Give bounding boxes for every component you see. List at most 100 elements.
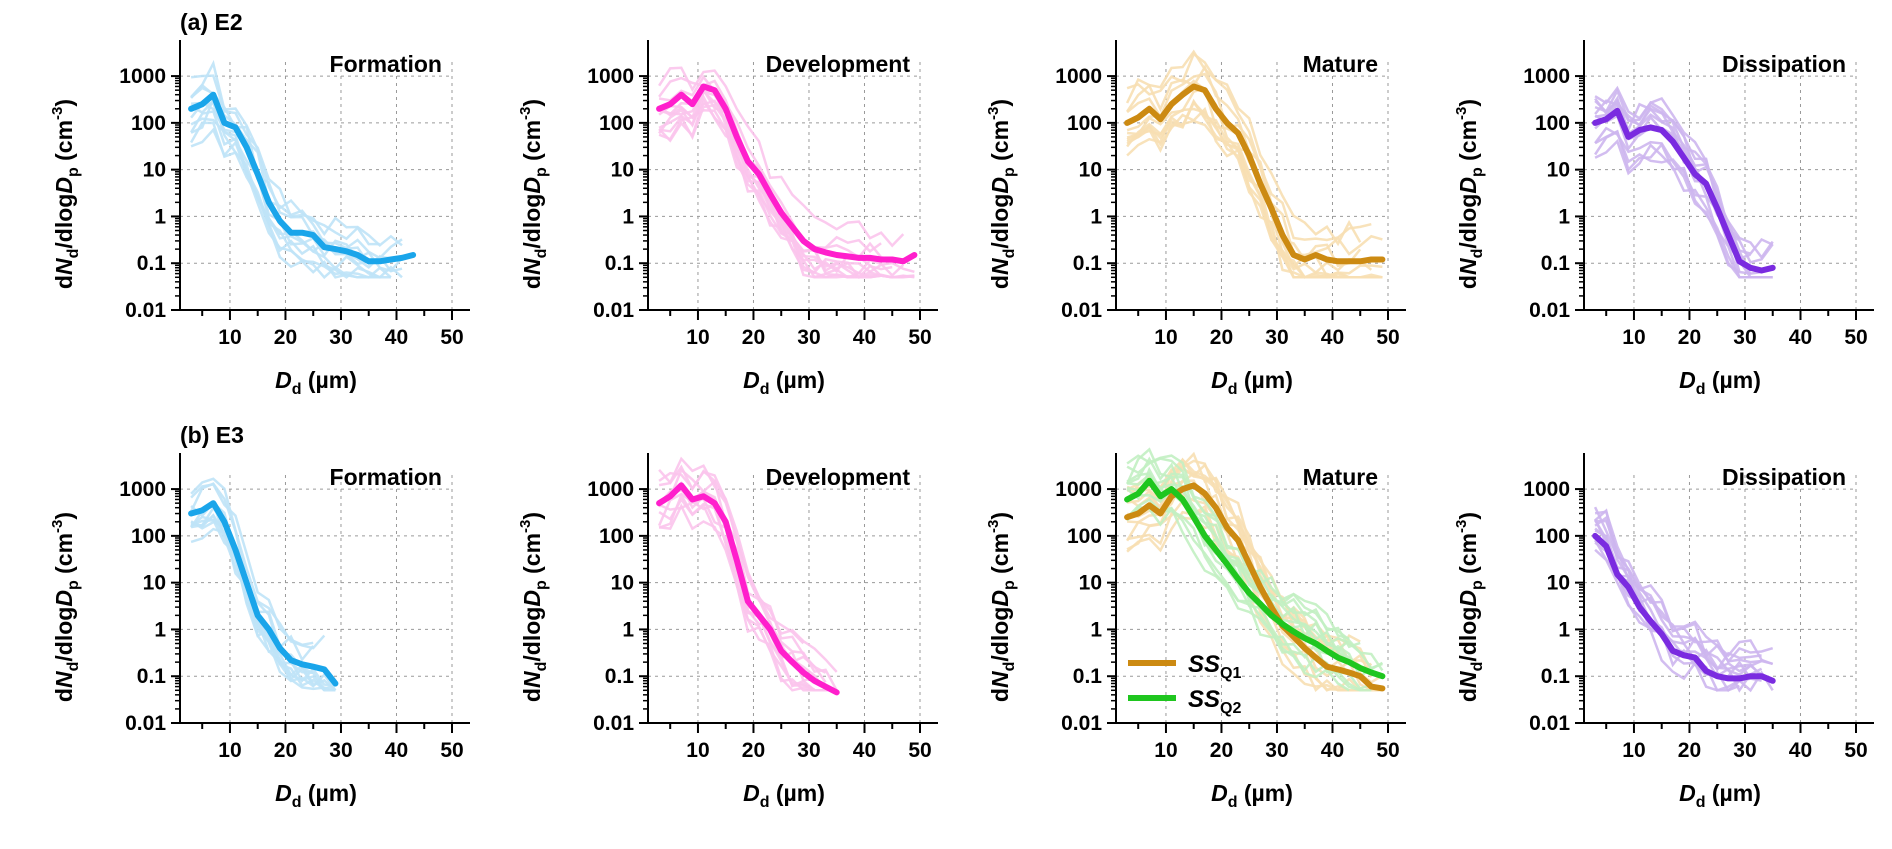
sample-curve [1595,519,1763,677]
y-tick-label: 1000 [1055,65,1102,88]
x-tick-label: 40 [385,739,408,762]
y-axis-label: dNd/dlogDp (cm-3) [985,99,1018,289]
sample-curve [1126,498,1361,692]
sample-curve [658,503,837,692]
sample-curve [658,87,882,277]
x-axis-label: Dd (µm) [275,780,357,811]
x-tick-label: 10 [218,739,241,762]
y-tick-label: 1000 [587,478,634,501]
x-tick-label: 30 [1265,326,1288,349]
y-tick-label: 1 [1090,205,1102,228]
plot-area [1592,85,1776,279]
y-tick-label: 10 [143,572,166,595]
x-tick-label: 50 [908,739,931,762]
x-tick-label: 50 [1376,739,1399,762]
sample-curve [1594,548,1740,692]
y-tick-label: 1000 [1523,65,1570,88]
x-tick-label: 50 [440,739,463,762]
y-tick-label: 10 [1547,159,1570,182]
y-axis-label: dNd/dlogDp (cm-3) [517,512,550,702]
sample-curve [658,464,805,645]
x-axis-label: Dd (µm) [743,367,825,398]
y-tick-label: 10 [611,572,634,595]
sample-curve [658,492,826,692]
x-tick-label: 20 [742,739,765,762]
x-tick-label: 40 [1789,739,1812,762]
sample-curve [658,74,882,253]
y-axis-label: dNd/dlogDp (cm-3) [49,99,82,289]
panel-title: Dissipation [1722,464,1846,490]
y-tick-label: 10 [143,159,166,182]
x-axis-label: Dd (µm) [1679,367,1761,398]
y-tick-label: 0.1 [137,665,167,688]
x-tick-label: 50 [1844,739,1867,762]
plot-area [188,59,417,280]
y-tick-label: 0.1 [605,665,635,688]
x-tick-label: 30 [329,739,352,762]
y-axis-label: dNd/dlogDp (cm-3) [985,512,1018,702]
x-axis-label: Dd (µm) [275,367,357,398]
x-tick-label: 30 [329,326,352,349]
x-tick-label: 20 [1678,739,1701,762]
y-tick-label: 0.01 [593,299,634,322]
panel-title: Formation [330,51,442,77]
y-tick-label: 1 [154,618,166,641]
x-tick-label: 40 [1321,739,1344,762]
sample-curve [1126,64,1383,257]
sample-curve [1594,510,1774,664]
x-tick-label: 40 [853,739,876,762]
panel-formation-2: 10 20 30 40 50 1000 100 10 1 0.1 0.01 dNd/dlogDp (c… [49,453,470,811]
x-tick-label: 30 [1733,326,1756,349]
y-tick-label: 1 [1090,618,1102,641]
x-tick-label: 30 [797,326,820,349]
y-tick-label: 0.1 [1073,665,1103,688]
x-tick-label: 40 [1321,326,1344,349]
sample-curve [190,74,403,247]
sample-curve [1594,515,1762,672]
mean-curve-mean [1592,532,1776,684]
y-tick-label: 0.01 [1529,712,1570,735]
x-tick-label: 50 [1376,326,1399,349]
sample-curve [658,103,915,279]
mean-curve-ss-q1 [1124,482,1386,692]
mean-curve-ss-q2 [1124,477,1386,680]
y-tick-label: 100 [1067,525,1102,548]
x-tick-label: 10 [218,326,241,349]
mean-curve-mean [1592,107,1776,274]
sample-curve [1594,85,1774,256]
y-tick-label: 0.01 [1061,712,1102,735]
y-tick-label: 1 [622,618,634,641]
y-tick-label: 100 [131,112,166,135]
y-tick-label: 100 [599,525,634,548]
panel-title: Mature [1303,51,1378,77]
x-tick-label: 20 [274,326,297,349]
sample-curve [190,109,392,279]
mean-curve-mean [188,500,339,687]
plot-area [1124,49,1386,279]
y-tick-label: 0.1 [1073,252,1103,275]
row-label: (a) E2 [180,9,243,35]
y-tick-label: 0.1 [1541,252,1571,275]
y-tick-label: 0.1 [1541,665,1571,688]
y-tick-label: 100 [131,525,166,548]
x-tick-label: 10 [686,739,709,762]
x-axis-label: Dd (µm) [1211,780,1293,811]
sample-curve [1594,130,1773,279]
panel-title: Development [766,464,911,490]
mean-curve-mean [188,91,417,265]
x-tick-label: 10 [1154,326,1177,349]
sample-curve [1126,473,1383,670]
x-axis-label: Dd (µm) [743,780,825,811]
mean-curve-mean [656,482,840,696]
panel-mature-1: 10 20 30 40 50 1000 100 10 1 0.1 0.01 dNd/dlogDp (c… [985,40,1406,398]
y-tick-label: 0.1 [605,252,635,275]
x-tick-label: 10 [1154,739,1177,762]
x-tick-label: 20 [274,739,297,762]
panel-mature-2: 10 20 30 40 50 1000 100 10 1 0.1 0.01 dNd/dlogDp (c… [985,447,1406,811]
panel-title: Dissipation [1722,51,1846,77]
y-tick-label: 1000 [1055,478,1102,501]
x-tick-label: 30 [1265,739,1288,762]
sample-curve [190,94,391,279]
y-tick-label: 10 [1079,572,1102,595]
